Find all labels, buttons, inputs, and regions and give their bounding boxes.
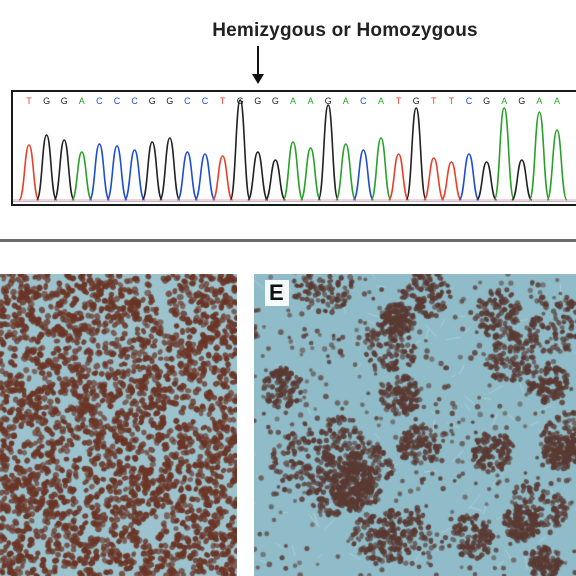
trace-peak [35, 134, 58, 201]
base-call-letter: T [26, 96, 32, 106]
trace-peak [387, 153, 410, 201]
trace-peak [546, 129, 568, 201]
trace-peak [335, 143, 357, 201]
figure-title: Hemizygous or Homozygous [212, 20, 478, 41]
base-call-letter: C [96, 96, 103, 106]
trace-peak [229, 99, 251, 201]
base-call-letter: T [431, 96, 437, 106]
trace-peak [123, 149, 146, 201]
micrograph-panel-e [254, 274, 576, 576]
base-call-letter: T [396, 96, 402, 106]
base-call-letter: G [237, 96, 244, 106]
base-call-letter: G [325, 96, 332, 106]
base-call-letter: G [272, 96, 279, 106]
base-call-letter: C [360, 96, 367, 106]
base-call-letter: G [518, 96, 525, 106]
trace-peak [299, 147, 322, 201]
trace-peak [18, 144, 40, 201]
base-call-letter: G [254, 96, 261, 106]
base-call-letter: G [483, 96, 490, 106]
base-call-letter: C [466, 96, 473, 106]
base-call-letter: C [114, 96, 121, 106]
trace-peak [458, 153, 480, 201]
base-call-letter: G [61, 96, 68, 106]
trace-peaks [18, 99, 568, 201]
trace-peak [282, 141, 304, 201]
base-call-letter: G [149, 96, 156, 106]
trace-peak [176, 151, 199, 201]
base-call-letter: A [290, 96, 296, 106]
base-call-letter: A [308, 96, 314, 106]
trace-peak [264, 159, 287, 201]
trace-peak [405, 107, 427, 201]
arrow-down-icon [252, 46, 264, 84]
base-call-letter: A [343, 96, 349, 106]
trace-peak [370, 137, 392, 201]
trace-peak [423, 157, 445, 201]
trace-peak [159, 137, 181, 201]
base-call-letter: T [449, 96, 455, 106]
trace-peak [88, 143, 111, 201]
base-call-letter: A [554, 96, 560, 106]
trace-peak [71, 151, 93, 201]
trace-peak [194, 153, 216, 201]
trace-peak [53, 139, 75, 201]
base-call-letter: A [79, 96, 85, 106]
trace-peak [211, 155, 234, 201]
trace-peak [511, 159, 533, 201]
base-call-letter: C [184, 96, 191, 106]
trace-peak [475, 161, 498, 201]
trace-peak [317, 104, 339, 201]
micrograph-panel-d [0, 274, 237, 576]
trace-peak [141, 141, 163, 201]
base-call-letter: A [536, 96, 542, 106]
trace-peak [440, 161, 463, 201]
trace-peak [106, 145, 128, 201]
section-divider [0, 239, 576, 242]
panel-label-e: E [265, 280, 289, 306]
base-call-letter: G [43, 96, 50, 106]
base-call-letter: G [166, 96, 173, 106]
base-call-letter: C [131, 96, 138, 106]
base-call-letter: A [501, 96, 507, 106]
base-call-letter: C [202, 96, 209, 106]
base-call-letter: A [378, 96, 384, 106]
trace-peak [352, 149, 375, 201]
trace-peak [528, 111, 551, 201]
trace-peak [493, 107, 515, 201]
base-call-letter: T [220, 96, 226, 106]
trace-peak [247, 151, 269, 201]
base-call-letter: G [413, 96, 420, 106]
